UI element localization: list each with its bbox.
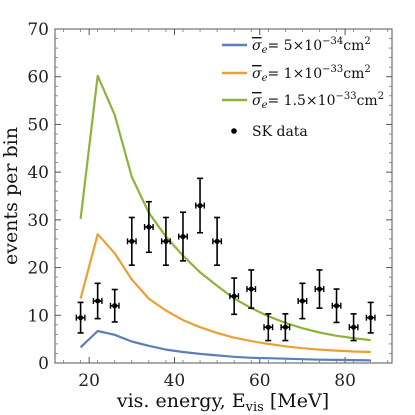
legend-label-sk-data: SK data <box>252 124 308 140</box>
legend-label: σe= 1.5×10−33cm2 <box>252 91 384 111</box>
legend: σe= 5×10−34cm2 σe= 1×10−33cm2 σe= 1.5×10−3… <box>222 36 384 140</box>
data-marker <box>146 224 152 230</box>
data-point <box>92 282 103 320</box>
legend-item-0: σe= 5×10−34cm2 <box>222 36 371 56</box>
data-point <box>365 301 376 334</box>
x-tick-label: 80 <box>334 371 356 391</box>
data-marker <box>95 298 101 304</box>
y-tick-label: 70 <box>27 20 49 40</box>
data-marker <box>282 324 288 330</box>
x-tick-label: 20 <box>78 371 100 391</box>
sk-data-points <box>75 177 376 342</box>
data-marker <box>231 293 237 299</box>
y-tick-label: 30 <box>27 211 49 231</box>
data-marker <box>316 286 323 292</box>
data-point <box>75 301 86 334</box>
y-tick-label: 60 <box>27 68 49 88</box>
data-point <box>263 313 274 342</box>
series-line-0 <box>79 329 371 362</box>
series-lines <box>79 74 371 362</box>
data-point <box>297 282 308 320</box>
data-point <box>178 211 188 262</box>
series-line-2 <box>79 74 371 342</box>
data-point <box>280 313 291 342</box>
x-axis-label: vis. energy, Evis [MeV] <box>116 390 329 415</box>
x-tick-label: 60 <box>249 371 271 391</box>
data-point <box>160 216 171 266</box>
legend-label: σe= 5×10−34cm2 <box>252 36 371 56</box>
legend-data-marker <box>231 128 237 134</box>
data-marker <box>368 315 374 321</box>
data-point <box>143 200 154 254</box>
data-point <box>229 277 240 316</box>
y-axis-label: events per bin <box>0 127 22 265</box>
y-tick-label: 50 <box>27 115 49 135</box>
series-line-1 <box>79 233 371 354</box>
legend-item-2: σe= 1.5×10−33cm2 <box>222 91 384 111</box>
data-point <box>126 216 137 266</box>
y-tick-label: 0 <box>38 354 49 374</box>
y-axis-ticks: 0 10 20 30 40 50 60 70 <box>27 20 392 374</box>
data-marker <box>112 303 118 309</box>
data-marker <box>333 303 340 309</box>
data-marker <box>129 238 135 244</box>
data-point <box>195 177 206 234</box>
data-marker <box>248 286 254 292</box>
plot-frame <box>54 28 393 364</box>
data-point <box>331 288 342 324</box>
data-marker <box>180 233 186 240</box>
legend-item-1: σe= 1×10−33cm2 <box>222 64 371 84</box>
legend-item-sk-data: SK data <box>231 124 308 140</box>
legend-label: σe= 1×10−33cm2 <box>252 64 371 84</box>
y-tick-label: 10 <box>27 306 49 326</box>
data-marker <box>163 238 169 244</box>
data-point <box>348 313 359 342</box>
x-axis-ticks: 20 40 60 80 <box>63 29 389 391</box>
y-tick-label: 20 <box>27 259 49 279</box>
data-marker <box>299 298 306 304</box>
data-marker <box>265 324 271 330</box>
data-point <box>212 216 223 266</box>
data-marker <box>197 202 203 209</box>
data-marker <box>77 315 84 321</box>
data-marker <box>214 238 220 244</box>
data-marker <box>351 324 357 330</box>
data-point <box>246 269 257 309</box>
y-tick-label: 40 <box>27 163 49 183</box>
x-tick-label: 40 <box>164 371 186 391</box>
data-point <box>109 288 120 323</box>
data-point <box>314 269 325 309</box>
